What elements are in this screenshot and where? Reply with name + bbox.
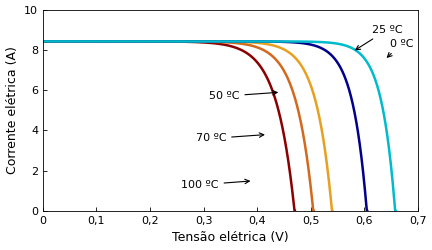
Text: 0 ºC: 0 ºC [388,39,413,57]
Text: 50 ºC: 50 ºC [209,90,277,101]
Text: 70 ºC: 70 ºC [196,133,264,143]
X-axis label: Tensão elétrica (V): Tensão elétrica (V) [172,232,289,244]
Y-axis label: Corrente elétrica (A): Corrente elétrica (A) [6,46,19,174]
Text: 100 ºC: 100 ºC [181,179,249,190]
Text: 25 ºC: 25 ºC [356,25,403,50]
